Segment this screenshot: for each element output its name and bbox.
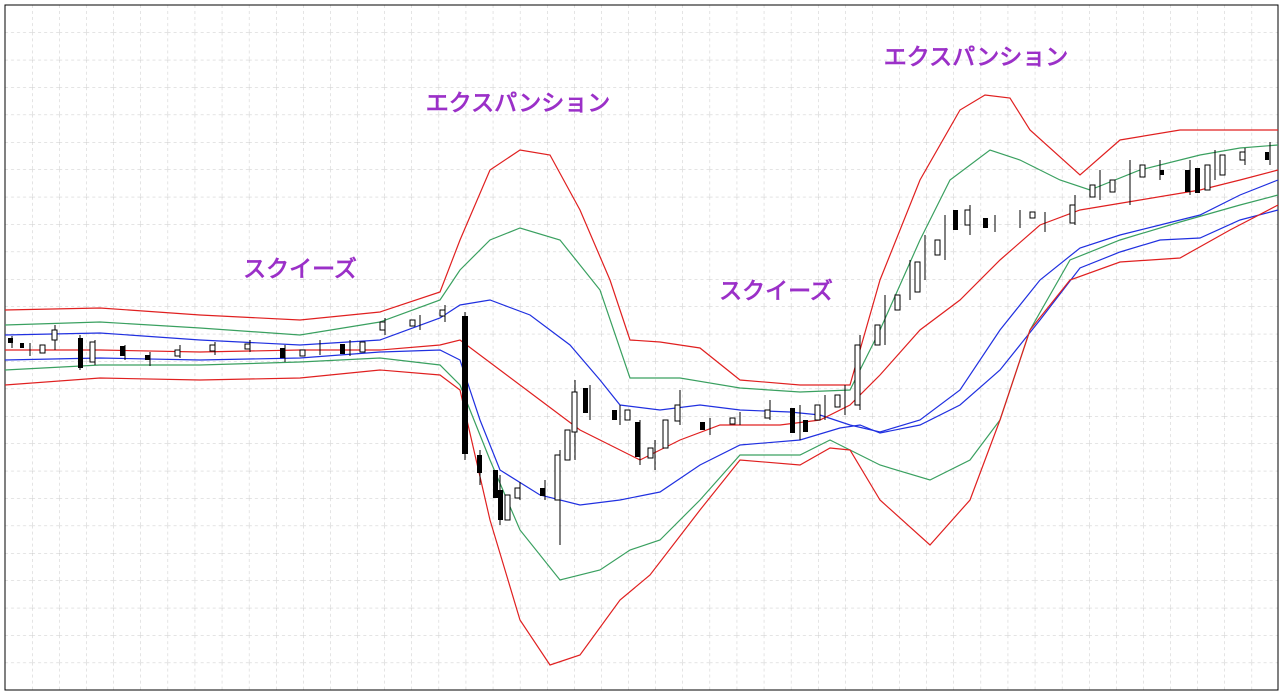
upper-band-2 xyxy=(4,144,1279,393)
lower-band-blue xyxy=(4,209,1279,506)
upper-band-3 xyxy=(4,94,1278,386)
lower-band-3 xyxy=(4,204,1279,666)
annotation: エクスパンション xyxy=(426,91,610,117)
annotation: スクイーズ xyxy=(243,256,357,283)
plot-area xyxy=(4,4,1279,691)
lower-band-2 xyxy=(4,194,1279,581)
candle-bodies-black xyxy=(8,152,1269,520)
annotation: エクスパンション xyxy=(884,45,1068,71)
candle-bodies-white xyxy=(39,151,1246,521)
annotation: スクイーズ xyxy=(719,278,833,305)
